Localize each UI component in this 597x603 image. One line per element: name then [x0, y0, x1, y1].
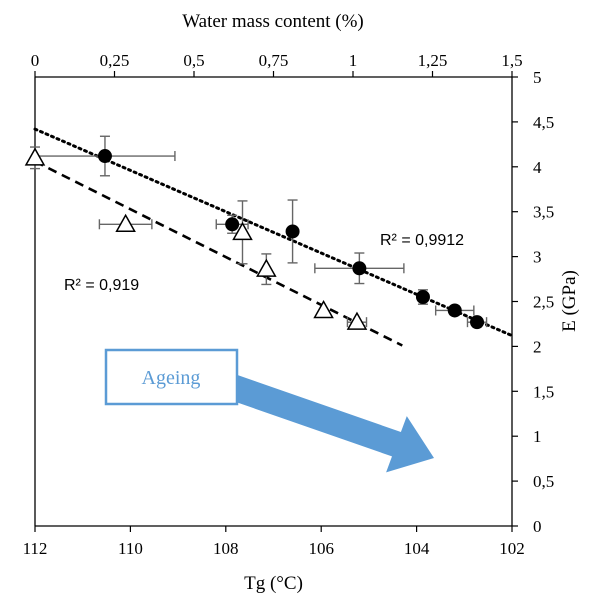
x-tick-label: 108	[213, 539, 239, 558]
y-tick-label: 3,5	[533, 203, 554, 222]
y-tick-label: 5	[533, 68, 542, 87]
y-tick-label: 4	[533, 158, 542, 177]
top-tick-label: 0,5	[183, 51, 204, 70]
y-tick-label: 1	[533, 427, 542, 446]
data-point-circle	[285, 224, 300, 239]
x-tick-label: 110	[118, 539, 143, 558]
y-tick-label: 2,5	[533, 293, 554, 312]
data-point-circle	[352, 261, 367, 276]
x-tick-label: 102	[499, 539, 525, 558]
top-tick-label: 0,75	[259, 51, 289, 70]
top-tick-label: 1	[349, 51, 358, 70]
y-tick-label: 3	[533, 248, 542, 267]
x-axis-title: Tg (°C)	[244, 573, 303, 594]
top-tick-label: 0	[31, 51, 40, 70]
ageing-label-box	[104, 348, 239, 406]
x-tick-label: 104	[404, 539, 430, 558]
ageing-label: Ageing	[142, 367, 201, 389]
r2-label-triangles: R² = 0,919	[64, 277, 139, 294]
ageing-arrow	[190, 361, 434, 473]
top-tick-label: 1,25	[418, 51, 448, 70]
y-tick-label: 0	[533, 517, 542, 536]
data-point-circle	[470, 315, 485, 330]
data-point-triangle	[24, 147, 46, 166]
data-point-triangle	[232, 221, 253, 241]
data-point-triangle	[256, 258, 277, 277]
x-tick-label: 106	[308, 539, 334, 558]
trendline-dotted	[33, 127, 514, 338]
data-point-triangle	[115, 213, 136, 233]
y-tick-label: 1,5	[533, 382, 554, 401]
top-tick-label: 0,25	[100, 51, 130, 70]
data-point-circle	[225, 217, 240, 232]
trendline-dashed	[34, 160, 403, 347]
r2-label-circles: R² = 0,9912	[380, 232, 464, 249]
data-point-circle	[415, 290, 430, 305]
y-tick-label: 2	[533, 337, 542, 356]
top-tick-label: 1,5	[501, 51, 522, 70]
y-axis-title: E (GPa)	[559, 270, 580, 332]
data-point-triangle	[346, 311, 368, 330]
data-point-circle	[97, 149, 112, 164]
data-point-circle	[447, 303, 462, 318]
data-point-triangle	[313, 299, 334, 319]
y-tick-label: 4,5	[533, 113, 554, 132]
top-axis-title: Water mass content (%)	[182, 11, 364, 32]
x-tick-label: 112	[23, 539, 48, 558]
y-tick-label: 0,5	[533, 472, 554, 491]
